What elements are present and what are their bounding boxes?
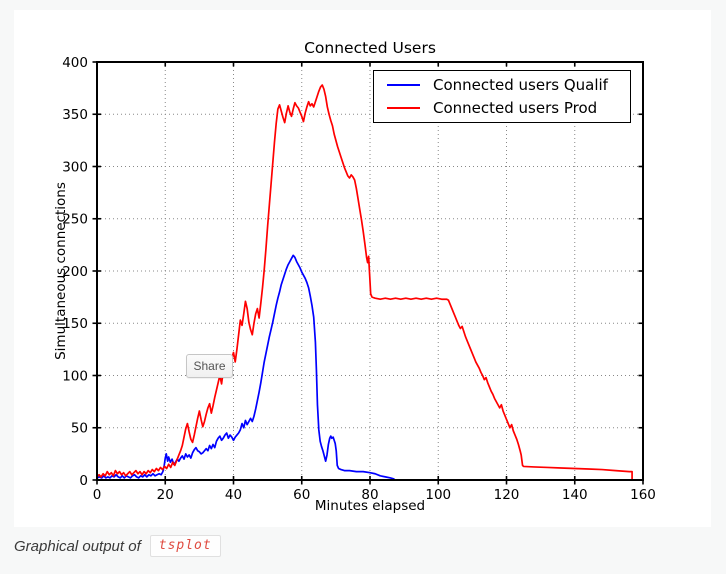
y-axis-label: Simultaneous connections — [53, 182, 70, 360]
series-line-prod — [96, 84, 633, 481]
series-line-qualif — [96, 254, 395, 480]
caption-text: Graphical output of — [14, 537, 141, 555]
x-tick-label: 100 — [425, 487, 451, 503]
share-button[interactable]: Share — [186, 354, 233, 378]
chart-canvas: 0 20 40 60 80 100 120 140 160 0 50 100 150 200 250 300 3… — [62, 55, 656, 503]
legend-line-sample-qualif — [387, 84, 420, 86]
y-tick-label: 150 — [62, 316, 88, 332]
x-tick-label: 80 — [361, 487, 378, 503]
figure-caption: Graphical output of tsplot — [14, 533, 221, 559]
legend: Connected users Qualif Connected users P… — [373, 70, 631, 123]
x-tick-label: 60 — [293, 487, 310, 503]
caption-code-tsplot: tsplot — [149, 535, 221, 557]
x-tick-label: 160 — [630, 487, 656, 503]
x-tick-label: 140 — [562, 487, 588, 503]
legend-label-qualif: Connected users Qualif — [433, 76, 608, 94]
y-tick-label: 350 — [62, 107, 88, 123]
y-tick-label: 300 — [62, 159, 88, 175]
legend-label-prod: Connected users Prod — [433, 99, 598, 117]
y-tick-label: 200 — [62, 264, 88, 280]
y-tick-label: 100 — [62, 368, 88, 384]
x-tick-label: 40 — [225, 487, 242, 503]
x-tick-label: 120 — [494, 487, 520, 503]
y-tick-label: 0 — [79, 473, 88, 489]
legend-line-sample-prod — [387, 107, 420, 109]
legend-entry-qualif: Connected users Qualif — [387, 76, 630, 94]
legend-entry-prod: Connected users Prod — [387, 99, 630, 117]
y-tick-label: 250 — [62, 212, 88, 228]
chart-figure: 0 20 40 60 80 100 120 140 160 0 50 100 150 200 250 300 3… — [14, 10, 711, 527]
x-tick-label: 20 — [157, 487, 174, 503]
x-tick-label: 0 — [93, 487, 102, 503]
chart-title: Connected Users — [304, 39, 436, 57]
x-axis-label: Minutes elapsed — [314, 498, 426, 514]
y-tick-label: 400 — [62, 55, 88, 71]
y-tick-label: 50 — [71, 421, 88, 437]
y-axis-label-wrap: Simultaneous connections — [50, 62, 72, 480]
